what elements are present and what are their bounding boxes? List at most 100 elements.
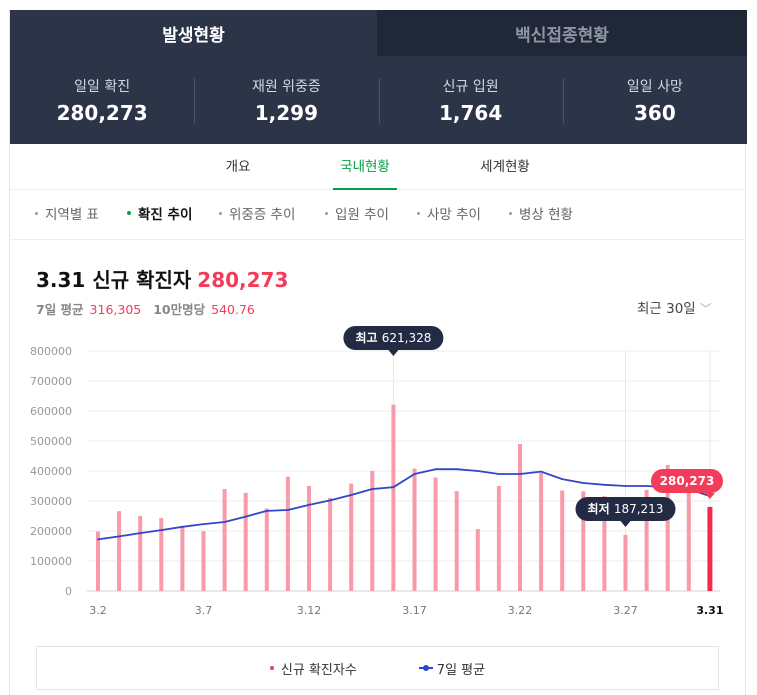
y-tick-label-100000: 100000 <box>30 555 72 568</box>
bullet-icon <box>219 211 222 215</box>
avg-point-3-23 <box>540 470 542 473</box>
legend-dot-icon <box>269 666 274 670</box>
chip-label: 입원 추이 <box>335 207 389 223</box>
bullet-icon <box>325 211 328 215</box>
chip-label: 사망 추이 <box>427 207 481 223</box>
bullet-icon <box>35 211 38 215</box>
tab-outbreak-status[interactable]: 발생현황 <box>10 10 377 56</box>
bar-3-20 <box>475 529 480 591</box>
tab-world[interactable]: 세계현황 <box>480 159 530 175</box>
bar-3-25 <box>581 491 586 591</box>
chevron-down-icon: ﹀ <box>699 302 712 316</box>
avg-point-3-6 <box>181 525 184 528</box>
chip-label: 지역별 표 <box>45 207 99 223</box>
bar-3-23 <box>539 473 544 591</box>
bar-3-24 <box>560 490 565 591</box>
confirmed-cases-chart: 800000 700000 600000 500000 400000 300000 2000… <box>30 326 723 617</box>
avg-point-3-11 <box>287 509 289 511</box>
bar-3-31 <box>707 506 713 591</box>
chip-critical-trend[interactable]: 위중증 추이 <box>219 191 295 240</box>
chart-meta: 7일 평균 316,305 10만명당 540.76 <box>36 299 263 318</box>
legend-label: 7일 평균 <box>436 662 486 678</box>
bar-3-8 <box>222 489 227 591</box>
legend-label: 신규 확진자수 <box>280 662 357 678</box>
stat-label: 신규 입원 <box>442 78 499 95</box>
legend-item-cases[interactable]: 신규 확진자수 <box>269 659 357 678</box>
latest-callout-pointer <box>704 493 715 499</box>
covid-dashboard: 발생현황 백신접종현황 일일 확진 280,273 재원 위중증 1,299 신… <box>9 10 747 695</box>
bar-3-13 <box>328 498 333 591</box>
legend-item-avg[interactable]: 7일 평균 <box>418 659 486 678</box>
tab-overview[interactable]: 개요 <box>225 159 251 175</box>
avg-point-3-20 <box>476 470 479 472</box>
stat-label: 일일 확진 <box>74 78 131 95</box>
y-tick-label-300000: 300000 <box>30 495 72 508</box>
bar-3-10 <box>264 508 269 591</box>
bar-3-17 <box>412 468 417 591</box>
range-dropdown[interactable]: 최근 30일 ﹀ <box>637 297 712 317</box>
chip-confirmed-trend[interactable]: 확진 추이 <box>127 191 192 240</box>
bar-3-7 <box>201 531 206 591</box>
avg-line <box>97 468 711 541</box>
x-tick-label-3-7: 3.7 <box>195 604 213 617</box>
y-tick-label-0: 0 <box>65 585 72 598</box>
max-callout-text: 최고 621,328 <box>355 330 431 345</box>
max-callout-pointer <box>388 350 399 356</box>
bullet-icon <box>417 211 420 215</box>
avg-point-3-15 <box>371 488 374 490</box>
x-tick-label-3-12: 3.12 <box>297 604 322 617</box>
avg-point-3-27 <box>624 485 627 487</box>
bar-3-27 <box>623 534 628 591</box>
avg-point-3-21 <box>498 473 500 475</box>
chip-label: 위중증 추이 <box>229 207 296 223</box>
avg-point-3-7 <box>202 523 205 525</box>
avg-point-3-28 <box>645 485 648 487</box>
legend-line-icon <box>418 665 433 671</box>
min-callout-text: 최저 187,213 <box>588 501 664 516</box>
bar-3-26 <box>602 496 607 591</box>
chip-bed-status[interactable]: 병상 현황 <box>509 191 573 240</box>
y-tick-label-600000: 600000 <box>30 405 72 418</box>
bar-3-15 <box>370 471 375 591</box>
bar-3-29 <box>665 465 670 591</box>
chart-title-value: 280,273 <box>197 268 289 292</box>
x-tick-label-3-2: 3.2 <box>89 604 107 617</box>
stat-critical: 재원 위중증 1,299 <box>194 76 378 125</box>
chip-regional-table[interactable]: 지역별 표 <box>35 191 99 240</box>
bar-3-2 <box>96 531 100 591</box>
chip-label: 병상 현황 <box>519 207 573 223</box>
bar-3-4 <box>138 516 143 591</box>
tab-domestic[interactable]: 국내현황 <box>333 144 397 190</box>
avg-point-3-22 <box>519 473 521 475</box>
avg-point-3-12 <box>308 504 310 506</box>
min-callout-value: 187,213 <box>614 502 664 516</box>
chip-label: 확진 추이 <box>138 207 193 223</box>
chart-category-chips: 지역별 표 확진 추이 위중증 추이 입원 추이 사망 추이 병상 현황 <box>10 191 747 240</box>
avg-point-3-19 <box>455 468 458 471</box>
bar-3-28 <box>644 489 649 591</box>
max-callout-label: 최고 <box>355 330 381 345</box>
chip-death-trend[interactable]: 사망 추이 <box>417 191 481 240</box>
chart-date: 3.31 <box>36 268 86 292</box>
bar-3-21 <box>496 486 501 591</box>
y-tick-label-700000: 700000 <box>30 375 72 388</box>
avg-point-3-26 <box>603 483 606 486</box>
latest-callout-text: 280,273 <box>660 474 715 488</box>
chip-hospital-trend[interactable]: 입원 추이 <box>325 191 389 240</box>
stats-summary: 일일 확진 280,273 재원 위중증 1,299 신규 입원 1,764 일… <box>10 56 747 144</box>
tab-vaccination-status[interactable]: 백신접종현황 <box>377 10 747 56</box>
avg-point-3-13 <box>329 499 331 502</box>
max-callout-value: 621,328 <box>382 331 432 345</box>
top-tab-bar: 발생현황 백신접종현황 <box>10 10 747 56</box>
bullet-icon <box>509 211 512 215</box>
bar-3-19 <box>454 491 459 591</box>
x-tick-label-3-27: 3.27 <box>613 604 638 617</box>
max-callout-bg <box>343 326 444 350</box>
stat-label: 일일 사망 <box>626 78 683 95</box>
avg-point-3-3 <box>118 535 120 538</box>
chart-title: 3.31 신규 확진자 280,273 <box>36 264 288 293</box>
chart-legend: 신규 확진자수 7일 평균 <box>36 646 719 690</box>
avg-point-3-4 <box>139 532 142 534</box>
stat-label: 재원 위중증 <box>251 78 321 95</box>
per100k-label: 10만명당 <box>153 302 206 317</box>
